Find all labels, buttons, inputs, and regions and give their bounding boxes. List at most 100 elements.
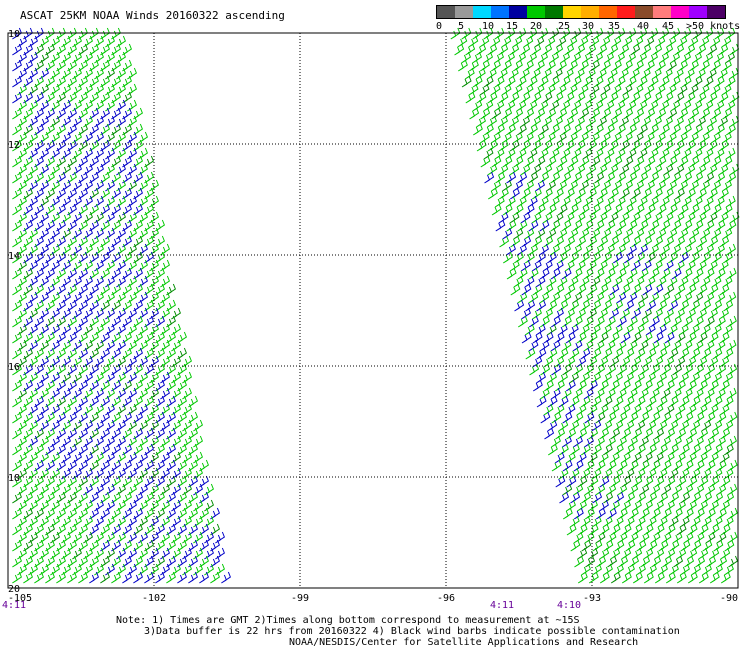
wind-barb bbox=[61, 227, 71, 240]
wind-barb bbox=[67, 107, 77, 120]
wind-barb bbox=[23, 299, 33, 312]
wind-barb bbox=[61, 547, 71, 560]
wind-barb bbox=[56, 219, 66, 232]
wind-barb bbox=[100, 523, 110, 536]
wind-barb bbox=[45, 331, 55, 344]
wind-barb bbox=[89, 235, 99, 248]
wind-barb bbox=[171, 419, 181, 432]
wind-barb bbox=[160, 515, 170, 528]
wind-barb bbox=[78, 475, 88, 488]
wind-barb bbox=[34, 187, 44, 200]
wind-barb bbox=[17, 371, 27, 384]
wind-barb bbox=[12, 75, 22, 88]
wind-barb bbox=[111, 299, 121, 312]
wind-barb bbox=[144, 219, 154, 232]
wind-barb bbox=[111, 75, 121, 88]
wind-barb bbox=[116, 355, 126, 368]
wind-barb bbox=[155, 267, 165, 280]
wind-barb bbox=[111, 43, 121, 56]
wind-barb bbox=[83, 227, 93, 240]
wind-barb bbox=[127, 323, 137, 336]
wind-barb bbox=[472, 123, 483, 136]
wind-barb bbox=[67, 443, 77, 456]
wind-barb bbox=[50, 259, 60, 272]
wind-barb bbox=[12, 123, 22, 136]
wind-barb bbox=[17, 451, 27, 464]
wind-barb bbox=[89, 283, 99, 296]
wind-barb bbox=[138, 451, 148, 464]
wind-barb bbox=[144, 155, 154, 168]
wind-barb bbox=[199, 555, 209, 568]
wind-barb bbox=[155, 219, 165, 232]
wind-barb bbox=[12, 91, 22, 104]
wind-barb bbox=[127, 403, 137, 416]
wind-barb bbox=[83, 339, 93, 352]
wind-barb bbox=[182, 515, 192, 528]
wind-barb bbox=[182, 435, 192, 448]
wind-barb bbox=[111, 219, 121, 232]
wind-barb bbox=[78, 331, 88, 344]
wind-barb bbox=[61, 83, 71, 96]
wind-barb bbox=[34, 315, 44, 328]
wind-barb bbox=[100, 267, 110, 280]
wind-barb bbox=[160, 403, 170, 416]
wind-barb bbox=[78, 139, 88, 152]
wind-barb bbox=[12, 555, 22, 568]
wind-barb bbox=[160, 323, 170, 336]
wind-barb bbox=[133, 475, 143, 488]
wind-barb bbox=[72, 259, 82, 272]
wind-barb bbox=[39, 483, 49, 496]
wind-barb bbox=[67, 475, 77, 488]
wind-barb bbox=[83, 35, 93, 48]
wind-barb bbox=[100, 427, 110, 440]
wind-barb bbox=[127, 131, 137, 144]
wind-barb bbox=[12, 59, 22, 72]
map-frame bbox=[7, 32, 739, 589]
wind-barb bbox=[100, 363, 110, 376]
swath bbox=[450, 27, 740, 584]
wind-barb bbox=[28, 67, 38, 80]
wind-barb bbox=[105, 307, 115, 320]
wind-barb bbox=[45, 379, 55, 392]
wind-barb bbox=[39, 307, 49, 320]
wind-barb bbox=[50, 147, 60, 160]
wind-barb bbox=[50, 403, 60, 416]
wind-barb bbox=[12, 187, 22, 200]
wind-barb bbox=[89, 395, 99, 408]
wind-barb bbox=[45, 235, 55, 248]
wind-barb bbox=[61, 531, 71, 544]
wind-barb bbox=[17, 83, 27, 96]
wind-barb bbox=[34, 219, 44, 232]
wind-barb bbox=[28, 435, 38, 448]
wind-barb bbox=[12, 235, 22, 248]
wind-barb bbox=[210, 523, 220, 536]
wind-barb bbox=[138, 227, 148, 240]
wind-barb bbox=[155, 299, 165, 312]
wind-barb bbox=[204, 547, 214, 560]
legend-label: >50 knots bbox=[686, 21, 740, 32]
wind-barb bbox=[116, 259, 126, 272]
wind-barb bbox=[45, 203, 55, 216]
wind-barb bbox=[45, 299, 55, 312]
wind-barb bbox=[105, 259, 115, 272]
wind-barb bbox=[78, 379, 88, 392]
wind-barb bbox=[83, 323, 93, 336]
wind-barb bbox=[144, 507, 154, 520]
wind-barb bbox=[34, 555, 44, 568]
wind-barb bbox=[72, 227, 82, 240]
wind-barb bbox=[28, 99, 38, 112]
wind-barb bbox=[171, 435, 181, 448]
wind-barb bbox=[39, 163, 49, 176]
wind-barb bbox=[155, 523, 165, 536]
wind-barb bbox=[39, 371, 49, 384]
wind-barb bbox=[83, 403, 93, 416]
wind-barb bbox=[726, 315, 737, 328]
wind-barb bbox=[160, 355, 170, 368]
wind-barb bbox=[78, 91, 88, 104]
legend-swatch bbox=[689, 6, 707, 18]
wind-barb bbox=[122, 315, 132, 328]
wind-barb bbox=[50, 99, 60, 112]
wind-barb bbox=[536, 395, 547, 408]
wind-barb bbox=[144, 475, 154, 488]
wind-barb bbox=[45, 107, 55, 120]
